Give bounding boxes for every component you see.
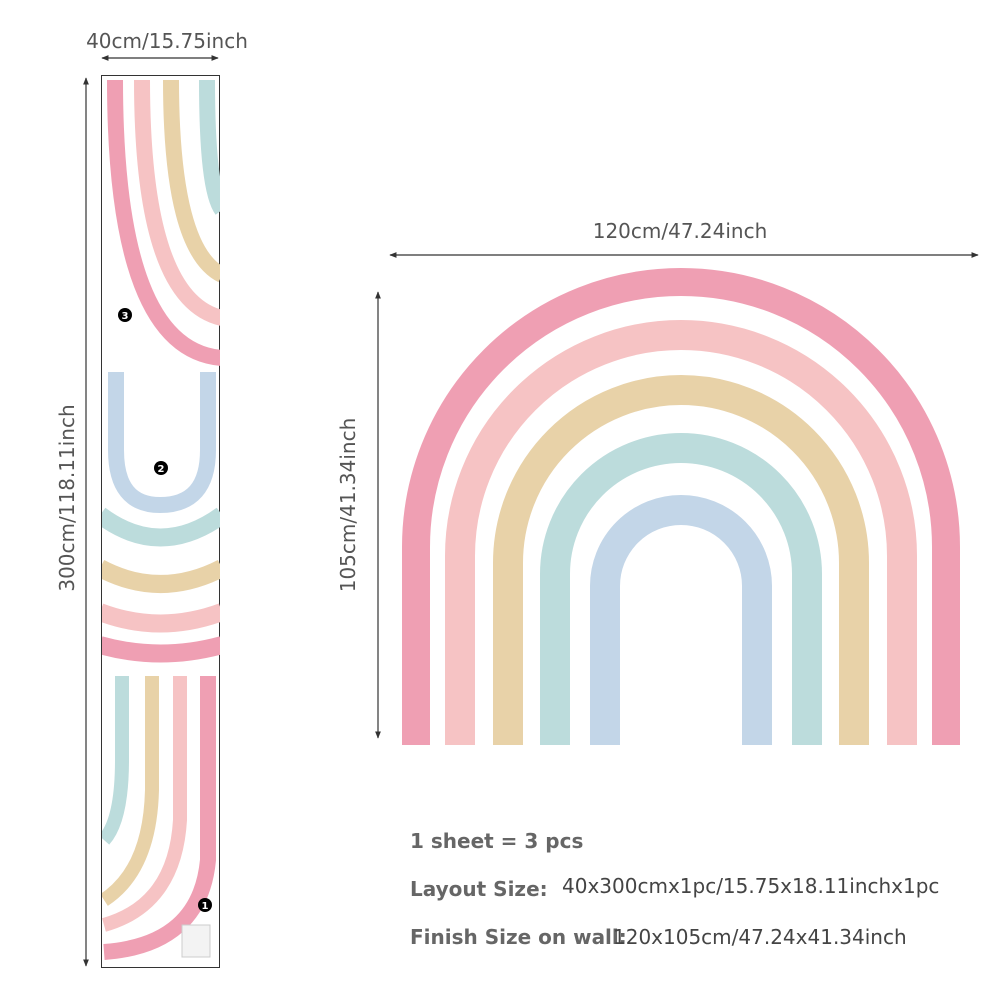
rainbow xyxy=(402,268,960,745)
piece-2 xyxy=(102,372,220,663)
rainbow-width-label: 120cm/47.24inch xyxy=(593,219,768,243)
piece-badge xyxy=(154,461,168,475)
piece-badge xyxy=(118,308,132,322)
finish-value: 120x105cm/47.24x41.34inch xyxy=(613,925,907,949)
piece-number: 3 xyxy=(122,311,129,322)
layout-label: Layout Size: xyxy=(410,877,548,901)
piece-1 xyxy=(102,676,216,960)
piece-number: 2 xyxy=(158,464,165,475)
rainbow-height-label: 105cm/41.34inch xyxy=(336,418,360,593)
piece-number: 1 xyxy=(202,901,209,912)
sheet-info: 1 sheet = 3 pcs xyxy=(410,829,583,853)
strip-width-label: 40cm/15.75inch xyxy=(86,29,248,53)
layout-value: 40x300cmx1pc/15.75x18.11inchx1pc xyxy=(562,874,939,898)
piece-3 xyxy=(107,79,220,366)
piece-badge xyxy=(198,898,212,912)
finish-label: Finish Size on wall: xyxy=(410,925,627,949)
strip-height-label: 300cm/118.11inch xyxy=(55,404,79,591)
label-tag xyxy=(181,924,211,958)
